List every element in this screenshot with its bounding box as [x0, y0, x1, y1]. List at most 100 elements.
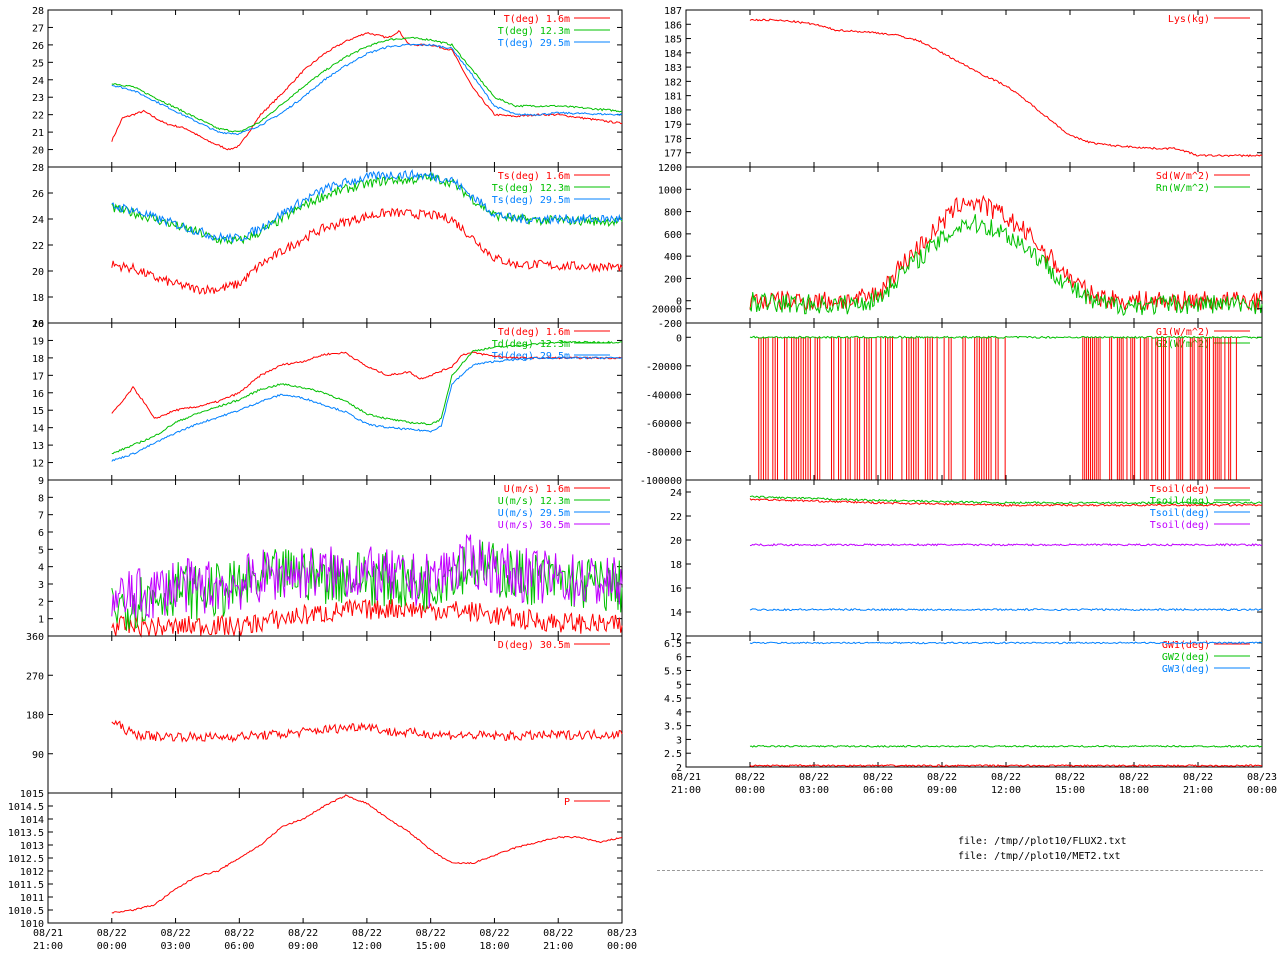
- ytick-label: 183: [664, 63, 682, 74]
- ytick-label: 90: [32, 750, 44, 761]
- ytick-label: 20: [670, 536, 682, 547]
- ytick-label: 24: [32, 76, 44, 87]
- legend-label: G1(W/m^2): [1156, 327, 1210, 338]
- xtick-label-time: 12:00: [991, 785, 1021, 796]
- legend-label: T(deg) 29.5m: [498, 38, 570, 49]
- xtick-label-date: 08/21: [671, 772, 701, 783]
- xtick-label-time: 03:00: [799, 785, 829, 796]
- ytick-label: 360: [26, 632, 44, 643]
- xtick-label-time: 00:00: [1247, 785, 1277, 796]
- ytick-label: 200: [664, 274, 682, 285]
- series-line: [749, 498, 1263, 507]
- ytick-label: 180: [26, 711, 44, 722]
- legend-label: Ts(deg) 29.5m: [492, 195, 570, 206]
- ytick-label: 1014: [20, 815, 44, 826]
- panel-frame-5: [47, 792, 623, 924]
- xtick-label-time: 21:00: [33, 941, 63, 952]
- xtick-label-time: 06:00: [863, 785, 893, 796]
- ytick-label: 16: [32, 389, 44, 400]
- xtick-label-date: 08/22: [799, 772, 829, 783]
- ytick-label: 182: [664, 77, 682, 88]
- legend-label: P: [564, 797, 570, 808]
- xtick-label-date: 08/22: [97, 928, 127, 939]
- series-line: [111, 351, 623, 419]
- ytick-label: 186: [664, 20, 682, 31]
- legend-label: U(m/s) 1.6m: [504, 484, 570, 495]
- series-line: [111, 598, 623, 638]
- xtick-label-time: 03:00: [161, 941, 191, 952]
- ytick-label: 20000: [652, 305, 682, 316]
- ytick-label: 1010: [20, 919, 44, 930]
- xtick-label-date: 08/23: [607, 928, 637, 939]
- panel-frame-4: [47, 635, 623, 794]
- xtick-label-date: 08/22: [543, 928, 573, 939]
- legend-label: Tsoil(deg): [1150, 496, 1210, 507]
- ytick-label: 1013: [20, 841, 44, 852]
- series-line: [749, 764, 1263, 768]
- xtick-label-time: 21:00: [671, 785, 701, 796]
- file-list: file: /tmp//plot10/FLUX2.txt file: /tmp//…: [958, 834, 1127, 864]
- series-line: [749, 18, 1263, 158]
- legend-label: Tsoil(deg): [1150, 520, 1210, 531]
- legend-label: Tsoil(deg): [1150, 508, 1210, 519]
- ytick-label: 600: [664, 230, 682, 241]
- ytick-label: 27: [32, 23, 44, 34]
- xtick-label-date: 08/21: [33, 928, 63, 939]
- series-line: [749, 744, 1263, 748]
- legend-label: Sd(W/m^2): [1156, 171, 1210, 182]
- ytick-label: 181: [664, 92, 682, 103]
- ytick-label: 1200: [658, 163, 682, 174]
- ytick-label: 14: [670, 608, 682, 619]
- xtick-label-date: 08/22: [1055, 772, 1085, 783]
- ytick-label: 2: [38, 597, 44, 608]
- ytick-label: 6.5: [664, 639, 682, 650]
- ytick-label: 23: [32, 93, 44, 104]
- ytick-label: 177: [664, 149, 682, 160]
- ytick-label: -20000: [646, 362, 682, 373]
- series-line: [749, 194, 1263, 312]
- series-line: [111, 43, 623, 136]
- legend-label: T(deg) 1.6m: [504, 14, 570, 25]
- ytick-label: 4: [676, 708, 682, 719]
- ytick-label: 18: [32, 354, 44, 365]
- xtick-label-date: 08/22: [224, 928, 254, 939]
- ytick-label: 1015: [20, 789, 44, 800]
- legend-label: Rn(W/m^2): [1156, 183, 1210, 194]
- xtick-label-date: 08/22: [735, 772, 765, 783]
- ytick-label: -100000: [640, 476, 682, 487]
- ytick-label: 184: [664, 49, 682, 60]
- ytick-label: 1011.5: [8, 880, 44, 891]
- ytick-label: 22: [670, 512, 682, 523]
- xtick-label-time: 21:00: [1183, 785, 1213, 796]
- xtick-label-date: 08/22: [161, 928, 191, 939]
- xtick-label-time: 21:00: [543, 941, 573, 952]
- xtick-label-date: 08/22: [479, 928, 509, 939]
- series-line: [111, 533, 623, 619]
- ytick-label: 0: [676, 297, 682, 308]
- xtick-label-time: 00:00: [735, 785, 765, 796]
- ytick-label: 20: [32, 319, 44, 330]
- xtick-label-time: 12:00: [352, 941, 382, 952]
- legend-label: U(m/s) 12.3m: [498, 496, 570, 507]
- legend-label: GW1(deg): [1162, 640, 1210, 651]
- ytick-label: 1014.5: [8, 802, 44, 813]
- ytick-label: 3: [676, 735, 682, 746]
- xtick-label-date: 08/22: [1183, 772, 1213, 783]
- ytick-label: 9: [38, 476, 44, 487]
- legend-label: D(deg) 30.5m: [498, 640, 570, 651]
- legend-label: GW2(deg): [1162, 652, 1210, 663]
- legend-label: Td(deg) 29.5m: [492, 351, 570, 362]
- ytick-label: 1: [38, 615, 44, 626]
- ytick-label: 16: [32, 319, 44, 330]
- legend-label: Tsoil(deg): [1150, 484, 1210, 495]
- ytick-label: -200: [658, 319, 682, 330]
- ytick-label: 19: [32, 336, 44, 347]
- ytick-label: 20: [32, 267, 44, 278]
- xtick-label-time: 09:00: [927, 785, 957, 796]
- panel-frame-6: [685, 9, 1263, 168]
- ytick-label: 1010.5: [8, 906, 44, 917]
- ytick-label: 18: [670, 560, 682, 571]
- ytick-label: 21: [32, 128, 44, 139]
- ytick-label: 14: [32, 424, 44, 435]
